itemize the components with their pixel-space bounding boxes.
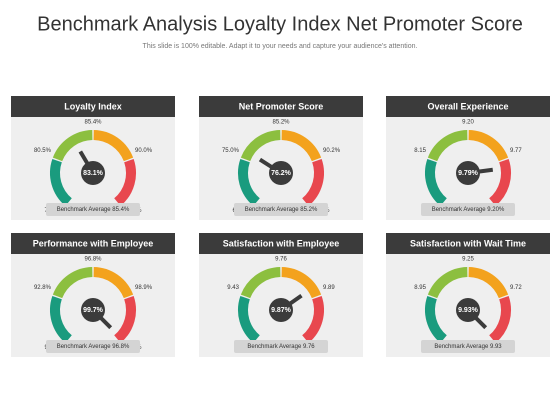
panel-title: Satisfaction with Employee (223, 238, 340, 248)
gauge-hub (81, 161, 105, 185)
gauge-segment (240, 267, 281, 299)
gauge-segment (93, 267, 134, 299)
gauge-tick-label: 9.25 (462, 257, 474, 263)
gauge-segment (425, 296, 448, 343)
gauge-segment (488, 296, 511, 343)
gauge-segment (238, 159, 261, 206)
gauge-hub (269, 161, 293, 185)
gauge-segment (52, 130, 93, 162)
gauge-tick-label: 96.8% (84, 257, 102, 263)
benchmark-pill (234, 203, 328, 216)
slide-subtitle: This slide is 100% editable. Adapt it to… (143, 43, 418, 50)
gauge-hub (269, 298, 293, 322)
gauge-tick-label: 9.72 (510, 285, 522, 291)
gauge-tick-label: 85.2% (272, 120, 290, 126)
benchmark-label: Benchmark Average 9.76 (247, 344, 315, 350)
gauge-tick-label: 9.89 (323, 285, 335, 291)
panel-header (199, 96, 363, 117)
gauge-tick-label: 9.43 (227, 285, 239, 291)
gauge-segment (50, 296, 73, 343)
panel-title: Satisfaction with Wait Time (410, 238, 526, 248)
gauge-tick-label: 98.9% (135, 285, 153, 291)
gauge-tick-label: 92.8% (34, 285, 52, 291)
gauge-tick-label: 9.20 (462, 120, 474, 126)
panel-title: Performance with Employee (33, 238, 154, 248)
panel-title: Overall Experience (427, 101, 508, 111)
benchmark-pill (46, 340, 140, 353)
gauge-segment (301, 296, 324, 343)
benchmark-pill (46, 203, 140, 216)
gauge-tick-label: 85.4% (84, 120, 102, 126)
benchmark-label: Benchmark Average 9.20% (432, 207, 505, 213)
gauge-segment (281, 130, 322, 162)
panel-header (11, 96, 175, 117)
gauge-segment (238, 296, 261, 343)
gauge-segment (488, 159, 511, 206)
gauge-hub (456, 161, 480, 185)
gauge-segment (50, 159, 73, 206)
gauge-segment (52, 267, 93, 299)
gauge-value-label: 76.2% (271, 170, 292, 177)
benchmark-label: Benchmark Average 96.8% (57, 344, 130, 350)
gauge-tick-label: 8.95 (414, 285, 426, 291)
gauge-segment (281, 267, 322, 299)
panel-header (386, 233, 550, 254)
gauge-value-label: 9.87% (271, 307, 292, 314)
gauge-hub (456, 298, 480, 322)
gauge-value-label: 83.1% (83, 170, 104, 177)
gauge-tick-label: 75.0% (222, 148, 240, 154)
panel-header (199, 233, 363, 254)
benchmark-label: Benchmark Average 85.2% (245, 207, 318, 213)
gauge-segment (93, 130, 134, 162)
gauge-segment (113, 159, 136, 206)
gauge-segment (113, 296, 136, 343)
gauge-value-label: 9.79% (458, 170, 479, 177)
gauge-segment (468, 130, 509, 162)
gauge-segment (301, 159, 324, 206)
gauge-tick-label: 9.76 (275, 257, 287, 263)
benchmark-label: Benchmark Average 85.4% (57, 207, 130, 213)
gauge-tick-label: 9.77 (510, 148, 522, 154)
panel-header (11, 233, 175, 254)
gauge-value-label: 99.7% (83, 307, 104, 314)
gauge-segment (240, 130, 281, 162)
gauge-tick-label: 90.2% (323, 148, 341, 154)
panel-title: Loyalty Index (64, 101, 122, 111)
gauge-tick-label: 8.15 (414, 148, 426, 154)
gauge-value-label: 9.93% (458, 307, 479, 314)
benchmark-pill (421, 340, 515, 353)
gauge-segment (425, 159, 448, 206)
gauge-tick-label: 80.5% (34, 148, 52, 154)
panel-title: Net Promoter Score (239, 101, 324, 111)
gauge-segment (427, 267, 468, 299)
benchmark-pill (234, 340, 328, 353)
gauge-tick-label: 90.0% (135, 148, 153, 154)
gauge-segment (427, 130, 468, 162)
gauge-hub (81, 298, 105, 322)
gauge-segment (468, 267, 509, 299)
benchmark-pill (421, 203, 515, 216)
panel-header (386, 96, 550, 117)
benchmark-label: Benchmark Average 9.93 (434, 344, 502, 350)
slide-title: Benchmark Analysis Loyalty Index Net Pro… (37, 13, 523, 35)
